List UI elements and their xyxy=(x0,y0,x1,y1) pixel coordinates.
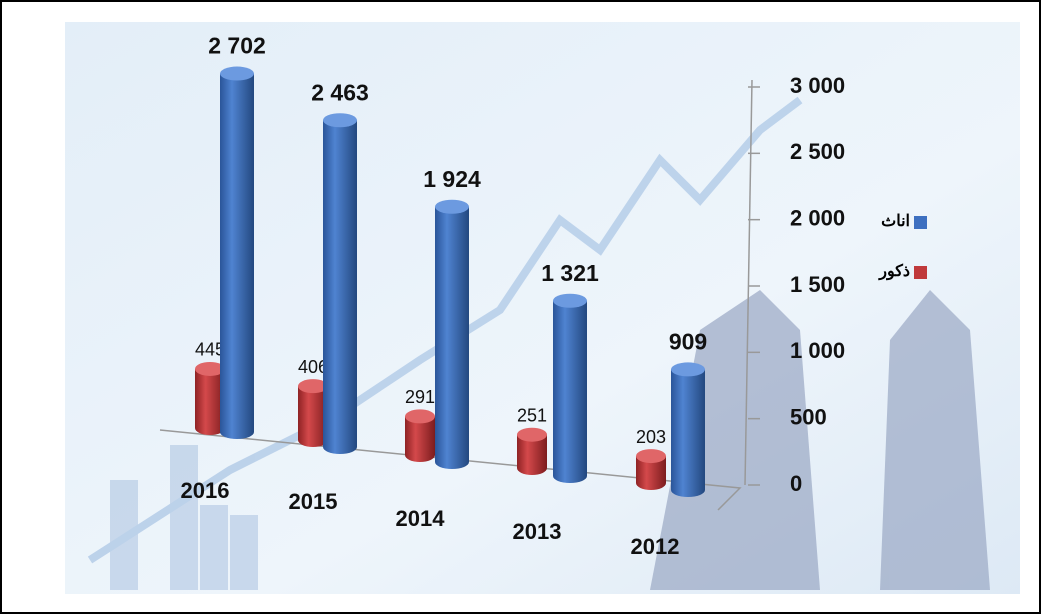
bar-bottom xyxy=(405,448,435,462)
x-tick-label: 2012 xyxy=(631,534,680,559)
bar-bottom xyxy=(220,425,254,439)
x-tick-label: 2016 xyxy=(181,478,230,503)
data-label: 406 xyxy=(298,357,328,377)
legend-label: اناث xyxy=(881,213,910,230)
background-decoration xyxy=(87,96,990,590)
legend: اناث ذكور xyxy=(878,213,927,281)
bar xyxy=(435,199,469,469)
y-tick-label: 3 000 xyxy=(790,73,845,98)
bar xyxy=(220,66,254,439)
bar xyxy=(405,409,435,462)
bar-top xyxy=(553,293,587,308)
bar-bottom xyxy=(517,461,547,475)
bar-bottom xyxy=(195,421,225,435)
bar-bottom xyxy=(435,455,469,469)
bar-bottom xyxy=(636,476,666,490)
bar-top xyxy=(636,449,666,464)
bar xyxy=(553,293,587,483)
bar-bottom xyxy=(671,483,705,497)
bar-top xyxy=(517,427,547,442)
data-label: 291 xyxy=(405,387,435,407)
bar-body xyxy=(435,206,469,462)
data-label: 909 xyxy=(669,328,707,354)
y-tick-label: 2 500 xyxy=(790,139,845,164)
data-label: 203 xyxy=(636,427,666,447)
y-tick-label: 500 xyxy=(790,404,827,429)
bar xyxy=(671,362,705,497)
bar-top xyxy=(323,113,357,128)
y-tick-label: 0 xyxy=(790,471,802,496)
bar-top xyxy=(435,199,469,214)
bar-body xyxy=(323,120,357,447)
y-tick-label: 2 000 xyxy=(790,205,845,230)
bar-bottom xyxy=(323,440,357,454)
bar-top xyxy=(405,409,435,424)
bar xyxy=(323,113,357,454)
data-label: 1 924 xyxy=(423,166,481,192)
bar-top xyxy=(220,66,254,81)
bar xyxy=(636,449,666,490)
x-tick-label: 2013 xyxy=(513,519,562,544)
bar-top xyxy=(671,362,705,377)
bar-body xyxy=(671,369,705,490)
y-tick-label: 1 500 xyxy=(790,272,845,297)
y-tick-label: 1 000 xyxy=(790,338,845,363)
data-label: 1 321 xyxy=(541,260,599,286)
bar-body xyxy=(220,73,254,432)
data-label: 2 702 xyxy=(208,33,266,59)
bar-bottom xyxy=(553,469,587,483)
bar-bottom xyxy=(298,433,328,447)
data-label: 2 463 xyxy=(311,79,369,105)
bar-top xyxy=(298,379,328,394)
bar-top xyxy=(195,361,225,376)
x-tick-label: 2014 xyxy=(396,506,446,531)
x-tick-label: 2015 xyxy=(289,489,338,514)
legend-swatch xyxy=(914,266,927,279)
legend-label: ذكور xyxy=(878,263,910,281)
bar xyxy=(517,427,547,475)
legend-swatch xyxy=(914,216,927,229)
data-label: 445 xyxy=(195,340,225,360)
data-label: 251 xyxy=(517,405,547,425)
bar-body xyxy=(553,300,587,476)
